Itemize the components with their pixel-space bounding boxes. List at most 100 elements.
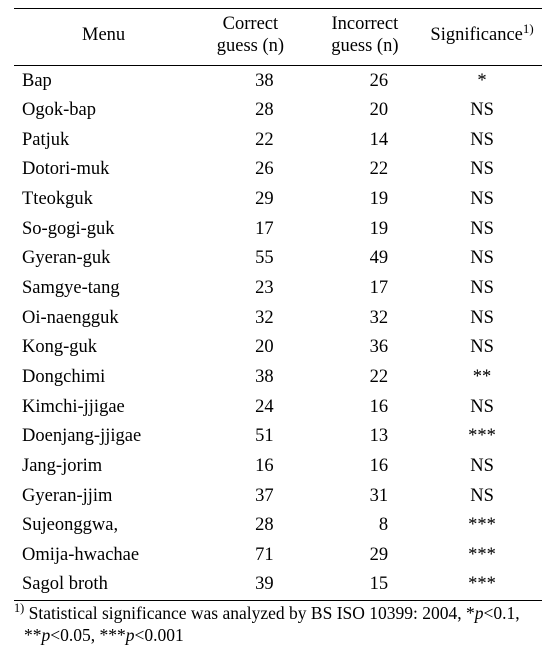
cell-incorrect: 16 (308, 452, 423, 482)
cell-correct: 16 (193, 452, 307, 482)
cell-significance: NS (422, 185, 542, 215)
cell-menu: Jang-jorim (14, 452, 193, 482)
cell-menu: Oi-naengguk (14, 304, 193, 334)
cell-correct: 29 (193, 185, 307, 215)
data-table: Menu Correct guess (n) Incorrect guess (… (14, 8, 542, 601)
cell-incorrect: 22 (308, 155, 423, 185)
statistical-table: Menu Correct guess (n) Incorrect guess (… (14, 8, 542, 647)
header-menu: Menu (14, 9, 193, 66)
cell-incorrect: 32 (308, 304, 423, 334)
cell-significance: NS (422, 333, 542, 363)
cell-significance: *** (422, 541, 542, 571)
cell-menu: So-gogi-guk (14, 215, 193, 245)
table-row: Samgye-tang2317NS (14, 274, 542, 304)
cell-menu: Patjuk (14, 126, 193, 156)
table-row: Jang-jorim1616NS (14, 452, 542, 482)
table-row: Doenjang-jjigae5113*** (14, 422, 542, 452)
header-row: Menu Correct guess (n) Incorrect guess (… (14, 9, 542, 66)
cell-correct: 37 (193, 481, 307, 511)
header-incorrect-l1: Incorrect (331, 14, 398, 34)
table-row: Omija-hwachae7129*** (14, 541, 542, 571)
cell-incorrect: 14 (308, 126, 423, 156)
cell-incorrect: 17 (308, 274, 423, 304)
cell-incorrect: 8 (308, 511, 423, 541)
header-correct-l2: guess (n) (217, 36, 284, 56)
cell-correct: 38 (193, 363, 307, 393)
cell-menu: Gyeran-jjim (14, 481, 193, 511)
footnote: 1) Statistical significance was analyzed… (14, 601, 542, 647)
cell-correct: 38 (193, 66, 307, 96)
cell-menu: Tteokguk (14, 185, 193, 215)
header-significance: Significance1) (422, 9, 542, 66)
cell-menu: Kimchi-jjigae (14, 392, 193, 422)
cell-significance: *** (422, 511, 542, 541)
cell-menu: Dotori-muk (14, 155, 193, 185)
cell-menu: Kong-guk (14, 333, 193, 363)
cell-significance: NS (422, 155, 542, 185)
cell-incorrect: 20 (308, 96, 423, 126)
cell-menu: Omija-hwachae (14, 541, 193, 571)
cell-menu: Bap (14, 66, 193, 96)
cell-correct: 55 (193, 244, 307, 274)
cell-correct: 23 (193, 274, 307, 304)
table-row: Dongchimi3822** (14, 363, 542, 393)
cell-menu: Samgye-tang (14, 274, 193, 304)
table-row: Sujeonggwa,288*** (14, 511, 542, 541)
cell-menu: Doenjang-jjigae (14, 422, 193, 452)
cell-correct: 51 (193, 422, 307, 452)
table-row: Tteokguk2919NS (14, 185, 542, 215)
cell-significance: NS (422, 96, 542, 126)
footnote-text: Statistical significance was analyzed by… (24, 603, 520, 645)
table-row: Kimchi-jjigae2416NS (14, 392, 542, 422)
cell-correct: 17 (193, 215, 307, 245)
cell-significance: NS (422, 274, 542, 304)
cell-correct: 32 (193, 304, 307, 334)
footnote-sup: 1) (14, 601, 24, 615)
cell-significance: NS (422, 452, 542, 482)
cell-correct: 22 (193, 126, 307, 156)
cell-significance: NS (422, 244, 542, 274)
cell-incorrect: 19 (308, 215, 423, 245)
cell-significance: NS (422, 481, 542, 511)
table-row: So-gogi-guk1719NS (14, 215, 542, 245)
cell-significance: NS (422, 126, 542, 156)
cell-incorrect: 22 (308, 363, 423, 393)
cell-significance: NS (422, 304, 542, 334)
header-incorrect: Incorrect guess (n) (308, 9, 423, 66)
cell-incorrect: 19 (308, 185, 423, 215)
cell-significance: ** (422, 363, 542, 393)
cell-menu: Gyeran-guk (14, 244, 193, 274)
cell-incorrect: 31 (308, 481, 423, 511)
cell-correct: 20 (193, 333, 307, 363)
cell-incorrect: 36 (308, 333, 423, 363)
cell-incorrect: 13 (308, 422, 423, 452)
header-correct-l1: Correct (223, 14, 278, 34)
header-correct: Correct guess (n) (193, 9, 307, 66)
cell-incorrect: 26 (308, 66, 423, 96)
cell-significance: NS (422, 215, 542, 245)
table-row: Sagol broth3915*** (14, 570, 542, 600)
cell-incorrect: 29 (308, 541, 423, 571)
cell-incorrect: 16 (308, 392, 423, 422)
cell-correct: 39 (193, 570, 307, 600)
cell-correct: 24 (193, 392, 307, 422)
cell-menu: Dongchimi (14, 363, 193, 393)
table-row: Oi-naengguk3232NS (14, 304, 542, 334)
header-incorrect-l2: guess (n) (331, 36, 398, 56)
cell-significance: *** (422, 422, 542, 452)
table-row: Kong-guk2036NS (14, 333, 542, 363)
cell-menu: Sagol broth (14, 570, 193, 600)
header-sig-text: Significance (430, 25, 522, 45)
table-row: Dotori-muk2622NS (14, 155, 542, 185)
cell-incorrect: 15 (308, 570, 423, 600)
cell-correct: 28 (193, 511, 307, 541)
cell-significance: NS (422, 392, 542, 422)
cell-correct: 71 (193, 541, 307, 571)
table-row: Gyeran-guk5549NS (14, 244, 542, 274)
cell-menu: Ogok-bap (14, 96, 193, 126)
cell-significance: *** (422, 570, 542, 600)
table-row: Ogok-bap2820NS (14, 96, 542, 126)
cell-menu: Sujeonggwa, (14, 511, 193, 541)
table-row: Bap3826* (14, 66, 542, 96)
table-row: Gyeran-jjim3731NS (14, 481, 542, 511)
